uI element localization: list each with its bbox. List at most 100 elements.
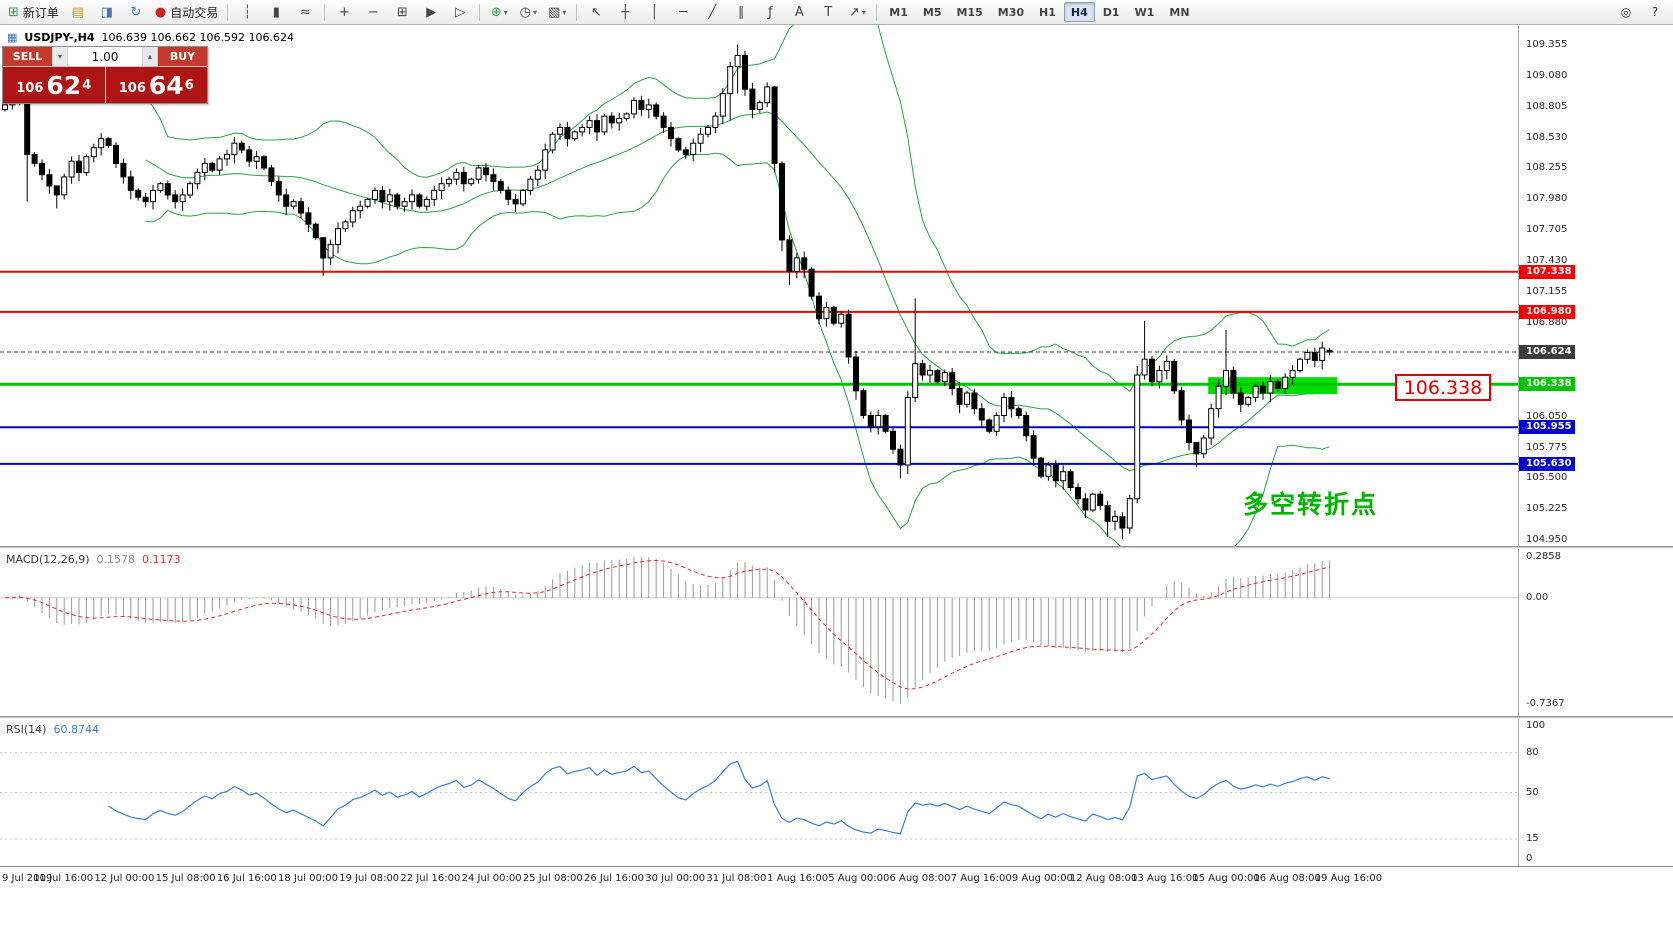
label-icon: T — [824, 4, 833, 20]
ask-main: 64 — [148, 70, 184, 100]
buy-price-button[interactable]: 106 64 6 — [105, 67, 207, 103]
arrows-icon: ↗ — [848, 4, 860, 20]
timeframe-mn-button[interactable]: MN — [1169, 5, 1190, 19]
profiles-button[interactable]: ◨ — [93, 1, 121, 23]
auto-trading-icon: ● — [154, 4, 167, 20]
macd-panel[interactable]: MACD(12,26,9) 0.1578 0.1173 0.2858 0.00 -0… — [0, 549, 1673, 716]
chart-icon: ▦ — [7, 31, 18, 44]
timeframe-w1-button[interactable]: W1 — [1134, 5, 1155, 19]
time-label: 15 Aug 00:00 — [1192, 873, 1260, 884]
new-order-button[interactable]: ⊞ 新订单 — [4, 1, 63, 23]
channel-button[interactable]: ∥ — [727, 1, 755, 23]
price-tag-pivot-green: 106.338 — [1519, 377, 1575, 392]
time-label: 9 Jul 2019 — [2, 873, 53, 884]
dropdown-arrow-icon: ▾ — [532, 7, 537, 17]
rsi-panel[interactable]: RSI(14) 60.8744 100 80 50 15 0 — [0, 719, 1673, 866]
trendline-button[interactable]: ╱ — [698, 1, 726, 23]
tile-windows-button[interactable]: ⊞ — [388, 1, 416, 23]
rsi-name: RSI(14) — [6, 723, 47, 736]
macd-scale[interactable]: 0.2858 0.00 -0.7367 — [1518, 549, 1673, 716]
text-button[interactable]: A — [785, 1, 813, 23]
vertical-line-button[interactable]: │ — [640, 1, 668, 23]
main-toolbar: ⊞ 新订单 ▤ ◨ ↻ ● 自动交易 ┆ ▮ ≈ + − ⊞ ▶ ▷ ⊕ ▾ ◷ ▾ ▧ ▾ ↖ ┼ │ ─ ╱ ∥ ƒ A T ↗ ▾ M1 M… — [0, 0, 1673, 25]
price-callout-box[interactable]: 106.338 — [1395, 374, 1491, 401]
main-chart-canvas[interactable] — [0, 25, 1518, 546]
text-icon: A — [794, 4, 804, 20]
time-label: 5 Aug 00:00 — [828, 873, 890, 884]
fibonacci-button[interactable]: ƒ — [756, 1, 784, 23]
timeframe-m5-button[interactable]: M5 — [922, 5, 942, 19]
rsi-tick: 15 — [1526, 833, 1539, 845]
time-axis[interactable]: 9 Jul 2019 10 Jul 16:00 12 Jul 00:00 15 Jul… — [0, 866, 1673, 892]
toolbar-separator — [576, 3, 578, 21]
templates-icon: ▧ — [548, 4, 561, 20]
volume-up-button[interactable]: ▴ — [142, 47, 158, 66]
auto-trading-button[interactable]: ● 自动交易 — [151, 1, 222, 23]
main-chart-panel[interactable]: ▦ USDJPY-,H4 106.639 106.662 106.592 106… — [0, 25, 1673, 546]
panel-splitter-1[interactable] — [0, 546, 1673, 549]
zoom-in-button[interactable]: + — [330, 1, 358, 23]
crosshair-button[interactable]: ┼ — [611, 1, 639, 23]
price-tick: 106.880 — [1526, 317, 1568, 329]
bar-chart-icon: ┆ — [243, 4, 252, 20]
volume-down-button[interactable]: ▾ — [52, 47, 68, 66]
chart-shift-button[interactable]: ▷ — [446, 1, 474, 23]
price-tick: 105.500 — [1526, 472, 1568, 484]
timeframe-m1-button[interactable]: M1 — [889, 5, 908, 19]
rsi-tick: 80 — [1526, 746, 1539, 758]
candlestick-chart-button[interactable]: ▮ — [262, 1, 290, 23]
timeframe-h4-button[interactable]: H4 — [1063, 2, 1095, 22]
buy-button[interactable]: BUY — [158, 47, 207, 66]
bid-main: 62 — [46, 70, 82, 100]
profiles-icon: ◨ — [100, 4, 114, 20]
tile-windows-icon: ⊞ — [396, 4, 408, 20]
macd-name: MACD(12,26,9) — [6, 553, 90, 566]
panel-splitter-2[interactable] — [0, 716, 1673, 719]
time-label: 15 Jul 08:00 — [155, 873, 216, 884]
auto-scroll-button[interactable]: ▶ — [417, 1, 445, 23]
timeframe-m30-button[interactable]: M30 — [997, 5, 1025, 19]
cursor-button[interactable]: ↖ — [582, 1, 610, 23]
zoom-in-icon: + — [338, 4, 350, 20]
price-scale[interactable]: 109.355 109.080 108.805 108.530 108.255 107.9… — [1518, 25, 1673, 546]
time-label: 1 Aug 16:00 — [767, 873, 829, 884]
refresh-button[interactable]: ↻ — [122, 1, 150, 23]
zoom-out-button[interactable]: − — [359, 1, 387, 23]
time-label: 22 Jul 16:00 — [400, 873, 461, 884]
toolbar-separator — [324, 3, 326, 21]
arrows-button[interactable]: ↗ ▾ — [843, 1, 871, 23]
rsi-tick: 0 — [1526, 853, 1533, 864]
new-chart-button[interactable]: ▤ — [64, 1, 92, 23]
search-button[interactable]: ◎ — [1620, 5, 1632, 19]
help-button[interactable]: ? — [1651, 5, 1659, 19]
time-label: 9 Aug 00:00 — [1011, 873, 1073, 884]
time-label: 7 Aug 16:00 — [950, 873, 1012, 884]
timeframe-d1-button[interactable]: D1 — [1102, 5, 1120, 19]
label-button[interactable]: T — [814, 1, 842, 23]
timeframe-h1-button[interactable]: H1 — [1039, 5, 1056, 19]
indicators-button[interactable]: ⊕ ▾ — [485, 1, 513, 23]
periods-button[interactable]: ◷ ▾ — [514, 1, 542, 23]
price-tick: 107.705 — [1526, 224, 1568, 236]
price-tag-resistance-lower: 106.980 — [1519, 304, 1575, 319]
dropdown-arrow-icon: ▾ — [503, 7, 508, 17]
rsi-canvas — [0, 752, 1518, 840]
sell-price-button[interactable]: 106 62 4 — [3, 67, 105, 103]
price-tick: 105.225 — [1526, 503, 1568, 515]
horizontal-line-button[interactable]: ─ — [669, 1, 697, 23]
price-tick: 109.355 — [1526, 38, 1568, 50]
dropdown-arrow-icon: ▾ — [861, 7, 866, 17]
periods-icon: ◷ — [519, 4, 531, 20]
templates-button[interactable]: ▧ ▾ — [543, 1, 571, 23]
one-click-trading-panel: SELL ▾ ▴ BUY 106 62 4 106 64 6 — [2, 46, 208, 104]
volume-input[interactable] — [68, 47, 142, 66]
zoom-out-icon: − — [367, 4, 379, 20]
chart-ohlc: 106.639 106.662 106.592 106.624 — [101, 31, 294, 44]
timeframe-m15-button[interactable]: M15 — [956, 5, 983, 19]
bar-chart-button[interactable]: ┆ — [233, 1, 261, 23]
line-chart-button[interactable]: ≈ — [291, 1, 319, 23]
sell-button[interactable]: SELL — [3, 47, 52, 66]
rsi-scale[interactable]: 100 80 50 15 0 — [1518, 719, 1673, 866]
toolbar-separator — [227, 3, 229, 21]
